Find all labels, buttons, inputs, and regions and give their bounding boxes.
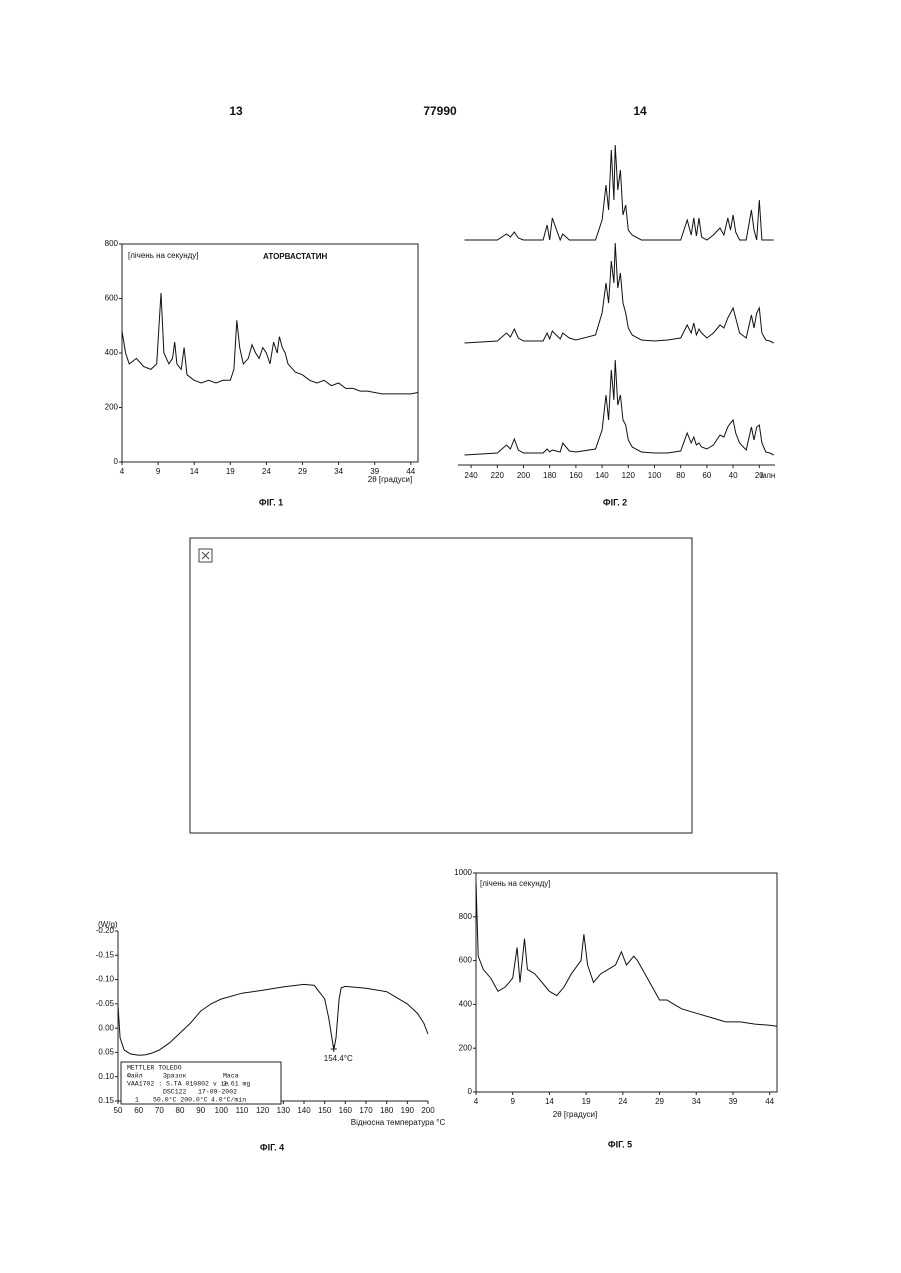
spectrum-trace <box>465 243 774 343</box>
y-tick-label: 400 <box>105 348 119 357</box>
x-tick-label: 120 <box>622 471 636 480</box>
y-tick-label: 600 <box>459 956 473 965</box>
y-axis-label: (W/g) <box>98 920 118 929</box>
x-tick-label: 80 <box>676 471 685 480</box>
x-axis-label: 2θ [градуси] <box>553 1110 597 1119</box>
info-text: 1 <box>135 1097 139 1104</box>
x-tick-label: 14 <box>545 1097 554 1106</box>
x-tick-label: 9 <box>510 1097 515 1106</box>
x-axis-label: млн <box>761 471 776 480</box>
x-tick-label: 140 <box>595 471 609 480</box>
x-tick-label: 200 <box>421 1106 435 1115</box>
x-tick-label: 110 <box>236 1106 249 1115</box>
info-text: 50.0°C 200.0°C <box>153 1096 208 1104</box>
info-text: Маса <box>223 1073 239 1080</box>
x-axis-label: Відносна температура °C <box>351 1118 446 1127</box>
y-tick-label: 800 <box>105 239 119 248</box>
x-tick-label: 240 <box>464 471 478 480</box>
page: 13 77990 14 0200400600800491419242934394… <box>0 0 901 1273</box>
page-number-right: 14 <box>633 104 647 118</box>
chart-title: АТОРВАСТАТИН <box>263 252 328 261</box>
data-line <box>118 984 428 1055</box>
x-tick-label: 29 <box>655 1097 664 1106</box>
info-text: METTLER TOLEDO <box>127 1065 182 1072</box>
y-tick-label: 0.10 <box>98 1072 114 1081</box>
figure-caption: ФІГ. 1 <box>259 497 283 507</box>
x-tick-label: 80 <box>176 1106 185 1115</box>
figure-caption: ФІГ. 4 <box>260 1142 284 1152</box>
x-tick-label: 34 <box>334 467 343 476</box>
x-tick-label: 100 <box>648 471 662 480</box>
x-tick-label: 44 <box>765 1097 774 1106</box>
x-tick-label: 150 <box>318 1106 332 1115</box>
figure-caption: ФІГ. 5 <box>608 1139 632 1149</box>
y-tick-label: 0.00 <box>98 1023 114 1032</box>
y-axis-label: [лічень на секунду] <box>480 879 551 888</box>
spectrum-trace <box>465 360 774 455</box>
y-tick-label: 0 <box>114 457 119 466</box>
x-tick-label: 190 <box>401 1106 415 1115</box>
data-line <box>122 293 418 394</box>
patent-page: 13 77990 14 0200400600800491419242934394… <box>0 0 901 1273</box>
y-tick-label: 800 <box>459 912 473 921</box>
x-tick-label: 39 <box>728 1097 737 1106</box>
x-tick-label: 14 <box>190 467 199 476</box>
plot-frame <box>122 244 418 462</box>
x-tick-label: 4 <box>120 467 125 476</box>
image-placeholder <box>190 538 692 833</box>
y-tick-label: 0 <box>468 1087 473 1096</box>
info-text: Файл <box>127 1072 143 1080</box>
x-tick-label: 90 <box>196 1106 205 1115</box>
y-tick-label: 0.15 <box>98 1096 114 1105</box>
y-tick-label: 600 <box>105 294 119 303</box>
x-tick-label: 170 <box>359 1106 373 1115</box>
info-text: DSC122 <box>163 1089 187 1096</box>
info-text: 17-09-2002 <box>198 1089 237 1096</box>
x-tick-label: 34 <box>692 1097 701 1106</box>
info-text: 2.61 mg <box>223 1081 250 1088</box>
x-tick-label: 120 <box>256 1106 270 1115</box>
x-tick-label: 180 <box>543 471 557 480</box>
y-tick-label: 0.05 <box>98 1048 114 1057</box>
y-tick-label: -0.10 <box>96 975 115 984</box>
x-tick-label: 40 <box>729 471 738 480</box>
page-number-left: 13 <box>229 104 243 118</box>
x-tick-label: 220 <box>491 471 505 480</box>
x-tick-label: 9 <box>156 467 161 476</box>
figure-caption: ФІГ. 2 <box>603 497 627 507</box>
y-tick-label: 400 <box>459 1000 473 1009</box>
x-tick-label: 130 <box>277 1106 291 1115</box>
x-tick-label: 60 <box>134 1106 143 1115</box>
x-tick-label: 24 <box>618 1097 627 1106</box>
y-axis-label: [лічень на секунду] <box>128 251 199 260</box>
y-tick-label: 1000 <box>454 868 472 877</box>
x-tick-label: 4 <box>474 1097 479 1106</box>
x-tick-label: 19 <box>226 467 235 476</box>
info-text: Зразок <box>163 1073 187 1080</box>
x-tick-label: 140 <box>297 1106 311 1115</box>
x-tick-label: 70 <box>155 1106 164 1115</box>
y-tick-label: 200 <box>105 403 119 412</box>
info-text: VAA1702 : S.TA 010802 v ie <box>127 1081 229 1088</box>
x-tick-label: 60 <box>702 471 711 480</box>
x-tick-label: 24 <box>262 467 271 476</box>
x-tick-label: 50 <box>114 1106 123 1115</box>
x-axis-label: 2θ [градуси] <box>368 475 412 484</box>
x-tick-label: 100 <box>215 1106 229 1115</box>
annotation: 154.4°C <box>324 1054 353 1063</box>
x-tick-label: 160 <box>569 471 583 480</box>
y-tick-label: -0.15 <box>96 950 115 959</box>
x-tick-label: 200 <box>517 471 531 480</box>
y-tick-label: -0.05 <box>96 999 115 1008</box>
y-tick-label: 200 <box>459 1043 473 1052</box>
plot-frame <box>476 873 777 1092</box>
info-text: 4.0°C/min <box>211 1096 246 1104</box>
x-tick-label: 29 <box>298 467 307 476</box>
x-tick-label: 180 <box>380 1106 394 1115</box>
x-tick-label: 160 <box>339 1106 353 1115</box>
patent-number: 77990 <box>423 104 457 118</box>
data-line <box>476 882 777 1027</box>
x-tick-label: 19 <box>582 1097 591 1106</box>
spectrum-trace <box>465 145 774 240</box>
